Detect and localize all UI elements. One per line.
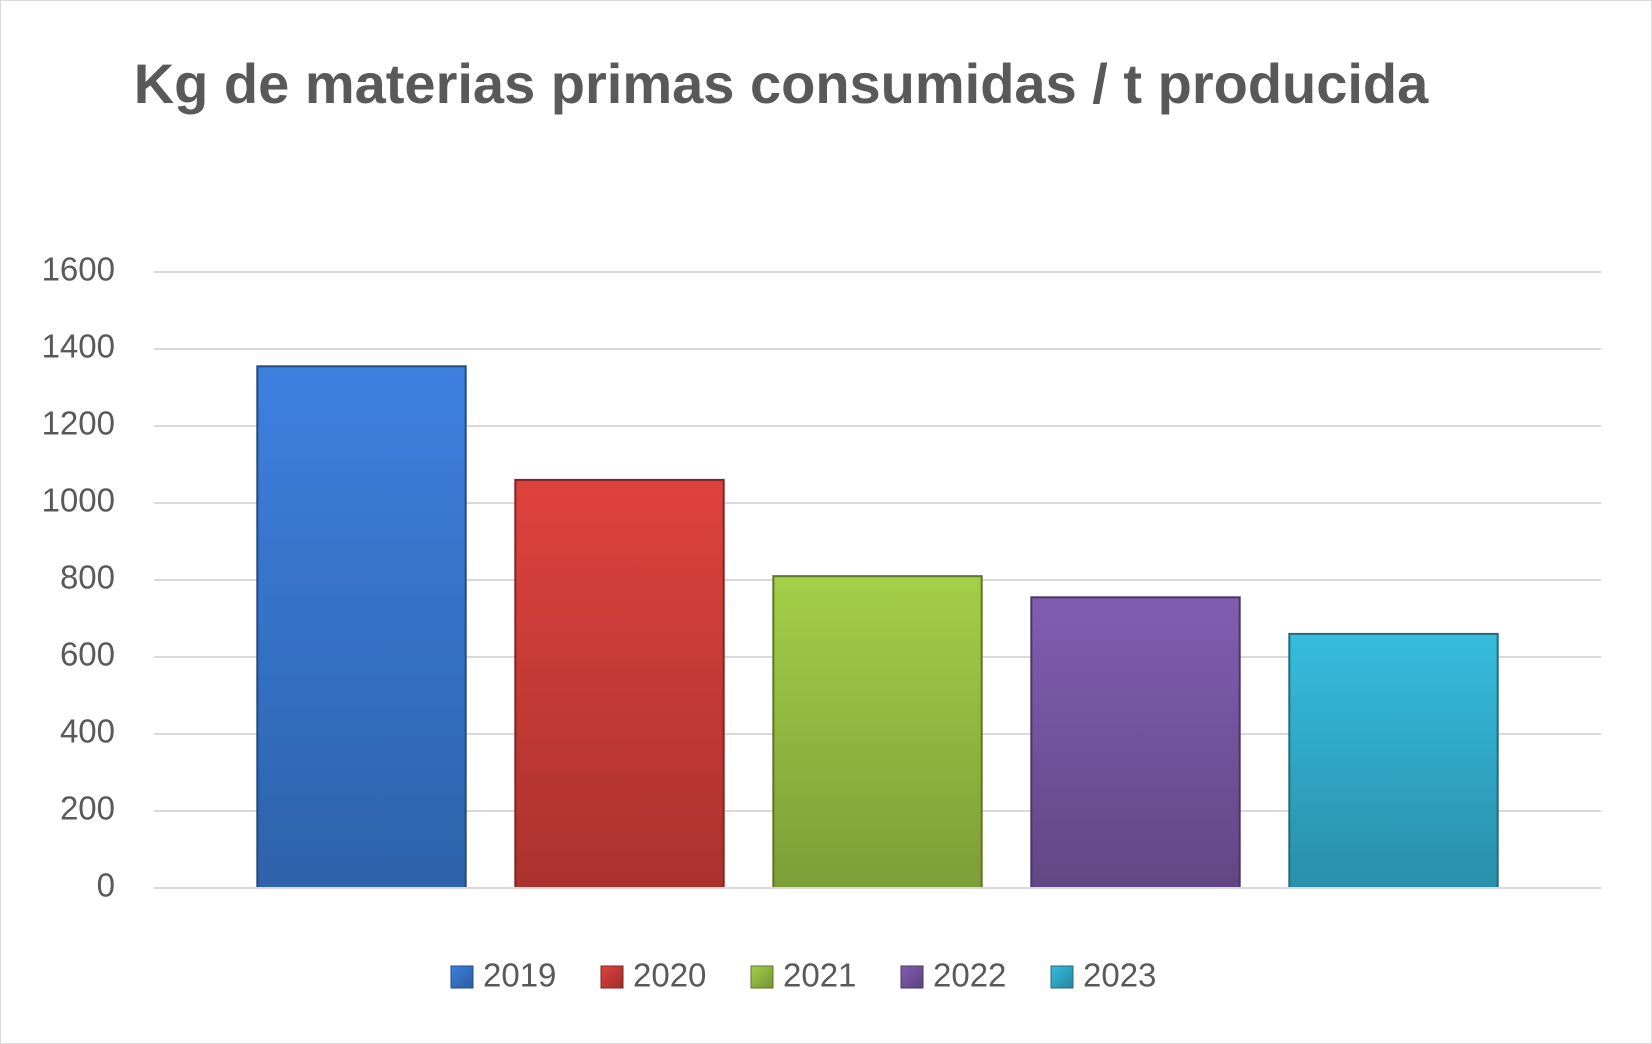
legend-swatch xyxy=(750,965,774,989)
legend-label: 2022 xyxy=(933,957,1006,994)
legend-label: 2021 xyxy=(783,957,856,994)
legend-swatch xyxy=(450,965,474,989)
y-tick-label: 0 xyxy=(97,867,115,904)
legend-swatch xyxy=(600,965,624,989)
bar xyxy=(1030,596,1241,889)
chart-title: Kg de materias primas consumidas / t pro… xyxy=(133,52,1429,115)
y-tick-label: 400 xyxy=(60,713,115,750)
legend-label: 2019 xyxy=(483,957,556,994)
y-tick-label: 1600 xyxy=(42,251,115,288)
legend-swatch xyxy=(1050,965,1074,989)
bar xyxy=(772,575,983,890)
legend-swatch xyxy=(900,965,924,989)
bar xyxy=(1288,632,1499,890)
y-tick-label: 800 xyxy=(60,559,115,596)
y-tick-label: 600 xyxy=(60,636,115,673)
y-tick-label: 1200 xyxy=(42,405,115,442)
bar xyxy=(514,478,725,889)
legend-label: 2023 xyxy=(1083,957,1156,994)
legend-label: 2020 xyxy=(633,957,706,994)
y-tick-label: 1400 xyxy=(42,328,115,365)
bar xyxy=(256,365,467,889)
y-tick-label: 200 xyxy=(60,790,115,827)
y-tick-label: 1000 xyxy=(42,482,115,519)
